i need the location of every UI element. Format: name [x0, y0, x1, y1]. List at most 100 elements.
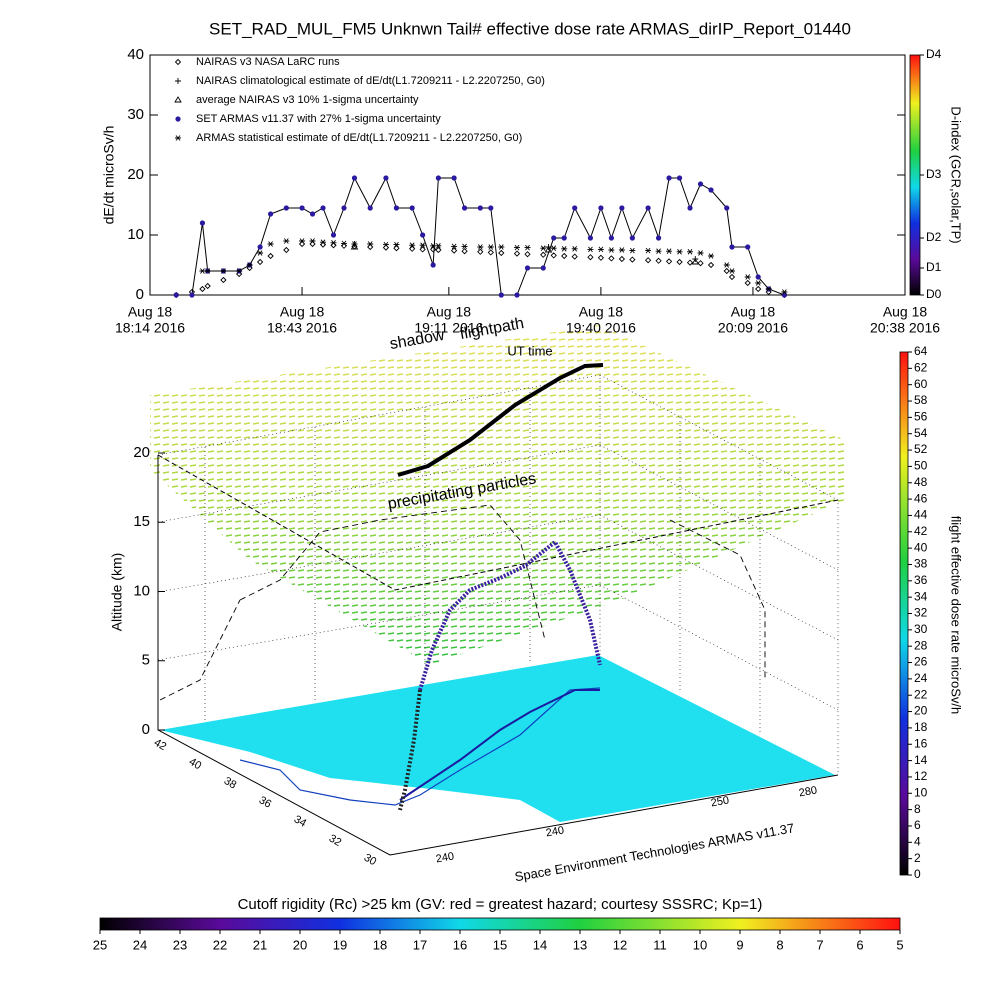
marker	[655, 257, 662, 264]
colorbar-tick-label: D3	[926, 167, 942, 181]
marker	[687, 205, 693, 211]
marker	[256, 258, 264, 266]
box-edge	[157, 455, 839, 856]
colorbar-tick-label: D1	[926, 260, 942, 274]
marker	[299, 238, 306, 244]
shadow-path	[239, 504, 546, 641]
marker	[550, 245, 557, 251]
marker	[524, 251, 531, 258]
marker	[461, 243, 468, 250]
marker	[571, 246, 578, 252]
marker	[723, 262, 730, 268]
flight-descent	[398, 689, 422, 811]
marker	[645, 205, 651, 211]
lat-tick-label: 32	[327, 832, 344, 849]
colorbar-tick-label: 16	[914, 736, 928, 750]
marker	[571, 253, 578, 260]
colorbar-tick-label: 22	[914, 687, 928, 701]
z-axis-label: Altitude (km)	[109, 553, 125, 632]
colorbar	[899, 351, 909, 876]
colorbar-tick-label: 5	[896, 937, 903, 952]
colorbar	[909, 54, 921, 296]
marker	[513, 250, 521, 257]
x-tick-label: Aug 18	[427, 304, 472, 320]
marker	[487, 249, 494, 256]
legend-marker	[175, 135, 181, 141]
lat-tick-label: 38	[222, 775, 239, 792]
marker	[540, 251, 547, 258]
marker	[330, 240, 337, 246]
colorbar-tick-label: 2	[914, 851, 921, 865]
colorbar-tick-label: 20	[914, 704, 928, 718]
flight-3d-scene	[150, 325, 845, 856]
marker	[451, 175, 457, 181]
colorbar-tick-label: 32	[914, 606, 928, 620]
marker	[629, 247, 636, 254]
lat-tick-label: 42	[152, 737, 169, 754]
marker	[435, 175, 441, 181]
marker	[430, 243, 437, 249]
colorbar-tick-label: 18	[373, 937, 387, 952]
colorbar-tick-label: 14	[914, 753, 928, 767]
x-axis-label: UT time	[507, 343, 552, 358]
colorbar-tick-label: 25	[93, 937, 107, 952]
grid-3d	[599, 444, 839, 571]
marker	[382, 244, 390, 251]
legend-marker	[174, 96, 182, 103]
x-tick-label: Aug 18	[128, 304, 173, 320]
colorbar-tick-label: 23	[173, 937, 187, 952]
colorbar-tick-label: 6	[914, 818, 921, 832]
colorbar-tick-label: 22	[213, 937, 227, 952]
marker	[246, 262, 253, 268]
marker	[608, 235, 614, 241]
colorbar-label: D-index (GCR,solar,TP)	[949, 106, 964, 243]
colorbar	[99, 917, 901, 931]
marker	[267, 241, 274, 247]
marker	[382, 241, 389, 248]
grid-3d	[157, 584, 601, 661]
marker	[309, 211, 316, 217]
marker	[755, 274, 761, 280]
marker	[283, 246, 290, 254]
colorbar-tick-label: 40	[914, 540, 928, 554]
colorbar-tick-label: 4	[914, 834, 921, 848]
chart-title: SET_RAD_MUL_FM5 Unknwn Tail# effective d…	[209, 19, 851, 38]
marker	[488, 205, 494, 211]
x-tick-label: Aug 18	[579, 304, 624, 320]
lon-tick-label: 250	[710, 794, 730, 809]
ground-cutoff-map	[160, 655, 835, 822]
y-tick-label: 20	[127, 166, 144, 183]
colorbar-tick-label: 11	[653, 937, 667, 952]
x-tick-label: 18:43 2016	[267, 320, 337, 336]
marker	[283, 205, 289, 211]
ground-white-cut	[440, 795, 560, 840]
legend-label: NAIRAS climatological estimate of dE/dt(…	[196, 75, 545, 87]
marker	[781, 292, 788, 298]
lon-tick-label: 240	[435, 850, 455, 865]
marker	[691, 258, 700, 265]
marker	[450, 247, 458, 254]
x-tick-label: 20:09 2016	[718, 320, 788, 336]
marker	[676, 249, 683, 255]
marker	[745, 244, 751, 250]
colorbar-tick-label: 50	[914, 459, 928, 473]
marker	[393, 241, 400, 248]
marker	[744, 279, 751, 287]
colorbar-tick-label: 0	[914, 867, 921, 881]
colorbar-tick-label: 13	[573, 937, 587, 952]
legend-marker	[175, 78, 181, 84]
grid-3d	[599, 584, 839, 711]
marker	[598, 205, 604, 211]
marker	[540, 265, 546, 271]
marker	[655, 248, 662, 254]
marker	[430, 262, 436, 268]
colorbar-tick-label: 21	[253, 937, 267, 952]
z-tick-label: 20	[133, 444, 150, 461]
z-tick-label: 10	[133, 582, 150, 599]
marker	[629, 235, 635, 241]
marker	[477, 248, 484, 255]
marker	[477, 205, 483, 211]
marker	[267, 252, 274, 260]
x-tick-label: Aug 18	[280, 304, 325, 320]
